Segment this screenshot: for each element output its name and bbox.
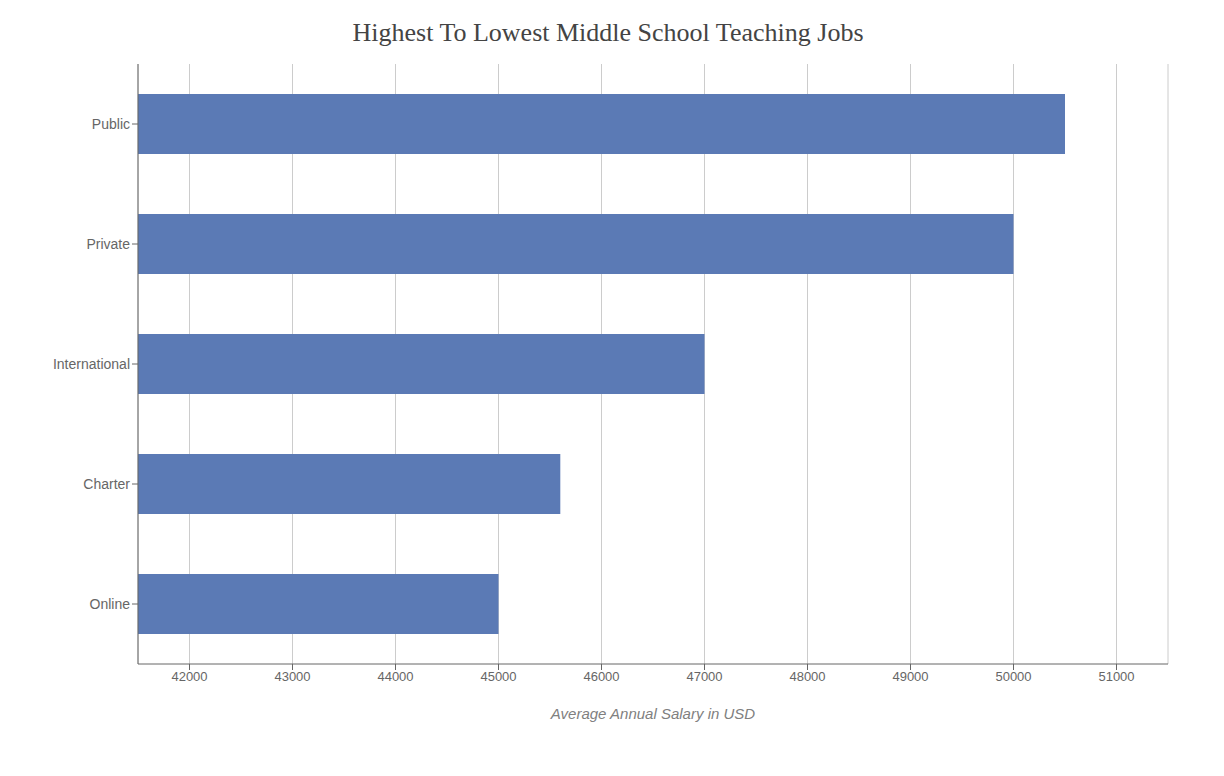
- svg-text:50000: 50000: [995, 669, 1031, 684]
- svg-text:Private: Private: [86, 236, 130, 252]
- svg-text:51000: 51000: [1098, 669, 1134, 684]
- html-text:Highest To Lowest Middle Schoo: Highest To Lowest Middle School Teaching…: [352, 18, 864, 47]
- svg-text:Average Annual Salary in USD: Average Annual Salary in USD: [550, 705, 755, 722]
- svg-text:Online: Online: [90, 596, 131, 612]
- svg-text:43000: 43000: [274, 669, 310, 684]
- svg-text:Charter: Charter: [83, 476, 130, 492]
- svg-text:44000: 44000: [377, 669, 413, 684]
- svg-text:International: International: [53, 356, 130, 372]
- svg-text:49000: 49000: [892, 669, 928, 684]
- svg-text:48000: 48000: [789, 669, 825, 684]
- svg-text:46000: 46000: [583, 669, 619, 684]
- svg-text:42000: 42000: [171, 669, 207, 684]
- svg-text:47000: 47000: [686, 669, 722, 684]
- svg-text:45000: 45000: [480, 669, 516, 684]
- svg-text:Public: Public: [92, 116, 130, 132]
